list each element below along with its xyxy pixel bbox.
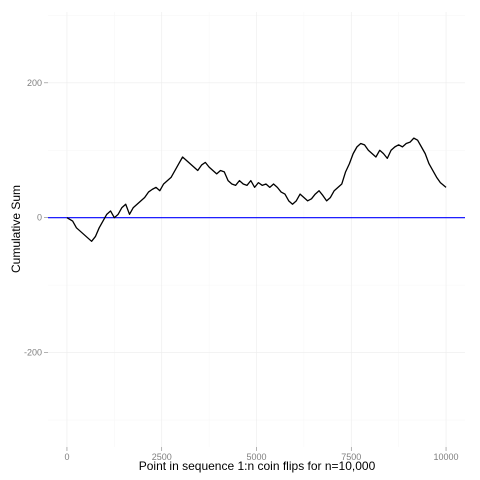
y-axis: -200 0 200 <box>24 78 48 358</box>
y-tick-label: 0 <box>37 213 42 223</box>
x-axis-title: Point in sequence 1:n coin flips for n=1… <box>139 459 376 473</box>
x-tick-label: 5000 <box>246 452 266 462</box>
cumulative-sum-line <box>66 137 447 242</box>
grid-major <box>48 12 465 447</box>
x-tick-label: 0 <box>64 452 69 462</box>
x-axis: 0 2500 5000 7500 10000 <box>64 447 459 462</box>
series-group <box>66 137 447 242</box>
x-tick-label: 10000 <box>434 452 459 462</box>
y-tick-label: -200 <box>24 348 42 358</box>
x-tick-label: 2500 <box>152 452 172 462</box>
y-tick-label: 200 <box>27 78 42 88</box>
y-axis-title: Cumulative Sum <box>9 185 23 273</box>
x-tick-label: 7500 <box>341 452 361 462</box>
